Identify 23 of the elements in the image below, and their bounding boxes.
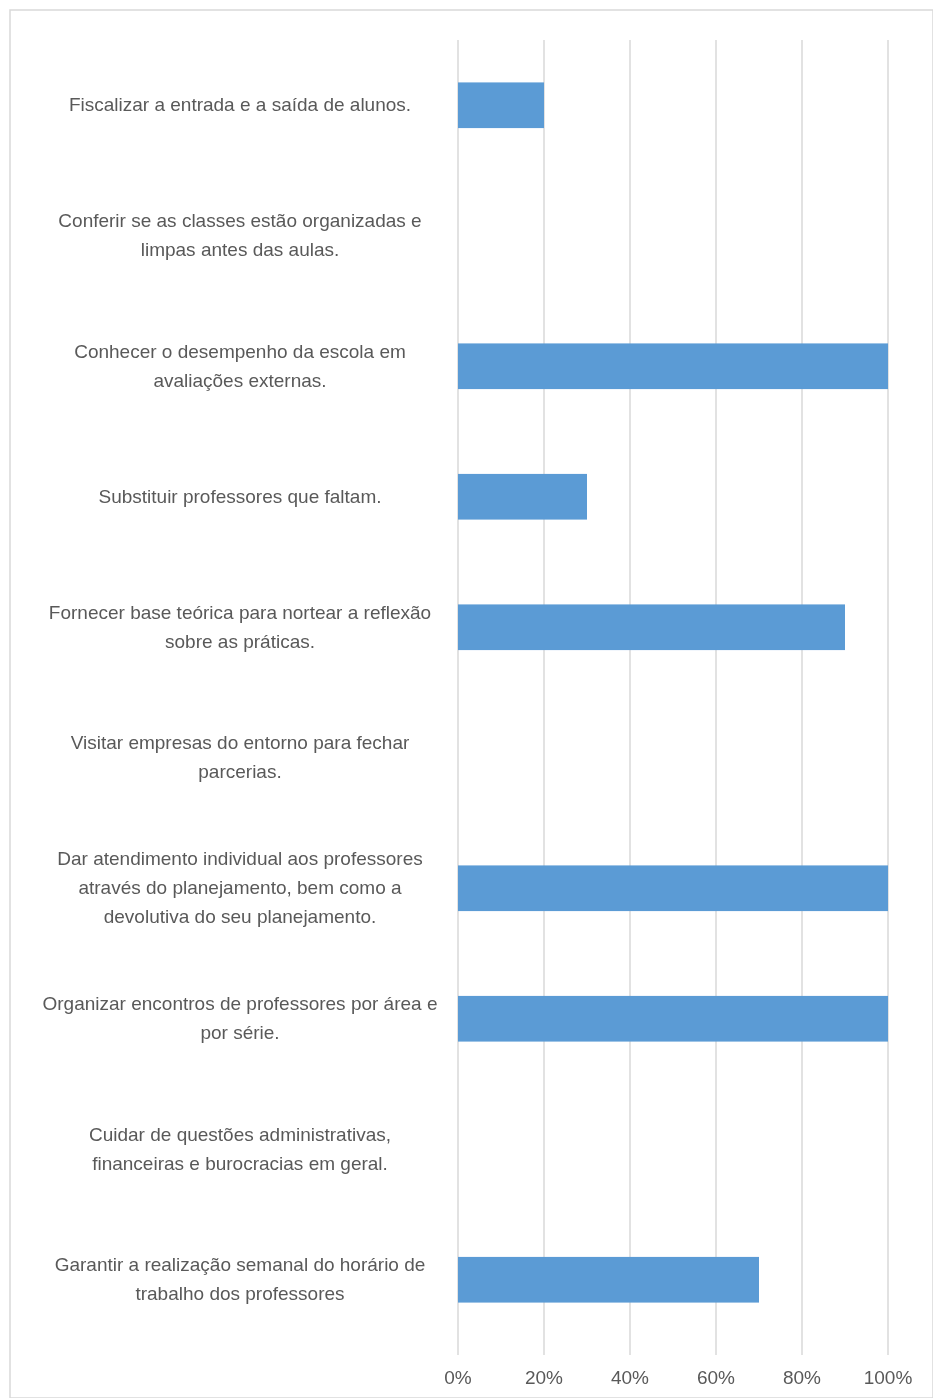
y-tick-label: Visitar empresas do entorno para fechar parcerias. [70,732,411,783]
y-tick-label: Fornecer base teórica para nortear a reflexão sobre as práticas. [48,601,432,652]
bar [458,1256,759,1303]
y-tick-label: Garantir a realização semanal do horário de trabalho dos professores [54,1254,426,1305]
y-tick-label: Cuidar de questões administrativas, financeiras e burocracias em geral. [88,1123,392,1174]
y-tick-label: Fiscalizar a entrada e a saída de alunos. [68,94,412,116]
bar [458,473,587,520]
y-tick-label: Conferir se as classes estão organizadas e limpas antes das aulas. [58,210,422,261]
x-tick-label: 40% [610,1367,650,1388]
y-tick-label: Dar atendimento individual aos professores através do planejamento, bem como a devolutiva do seu planejamento. [57,848,423,928]
x-tick-label: 60% [696,1367,736,1388]
bar [458,82,544,129]
x-tick-label: 0% [444,1367,472,1388]
y-tick-label: Organizar encontros de professores por área e por série. [42,993,438,1044]
bar [458,995,888,1042]
y-tick-label: Conhecer o desempenho da escola em avaliações externas. [74,340,406,391]
x-tick-label: 100% [863,1367,913,1388]
bar [458,343,888,390]
y-tick-label: Substituir professores que faltam. [98,485,382,507]
x-tick-label: 20% [524,1367,564,1388]
bar [458,865,888,912]
bar [458,604,845,651]
x-tick-label: 80% [782,1367,822,1388]
